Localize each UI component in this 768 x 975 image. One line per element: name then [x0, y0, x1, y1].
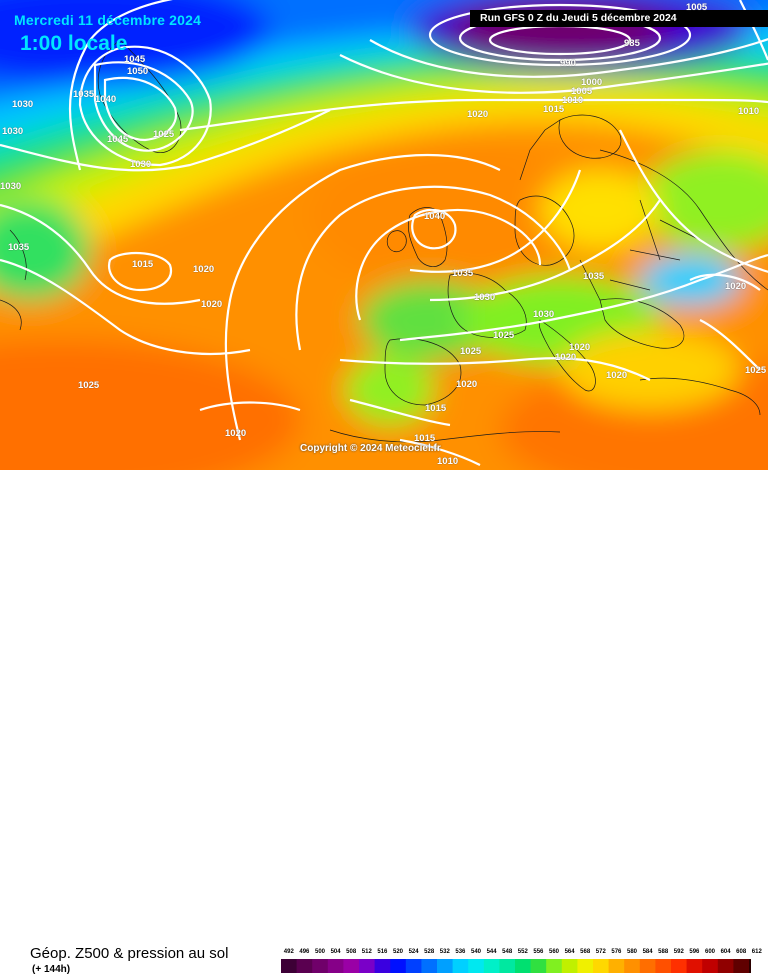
color-scale-swatch	[327, 959, 344, 973]
isobar-label: 1020	[725, 281, 747, 292]
isobar-label: 1030	[0, 181, 22, 192]
isobar-label: 1000	[581, 77, 603, 88]
color-scale-swatch	[733, 959, 750, 973]
variable-label: Géop. Z500 & pression au sol	[30, 945, 229, 962]
color-scale-swatch	[624, 959, 641, 973]
isobar-label: 1045	[107, 134, 129, 145]
color-scale-swatch	[499, 959, 516, 973]
isobar-label: 1020	[201, 299, 223, 310]
isobar-label: 1015	[543, 104, 565, 115]
color-scale-swatch	[374, 959, 391, 973]
isobar-label: 1025	[745, 365, 767, 376]
color-scale-swatch	[281, 959, 297, 973]
forecast-time: 1:00 locale	[20, 32, 128, 55]
color-scale-swatch	[483, 959, 500, 973]
color-scale-swatch	[390, 959, 407, 973]
color-scale-swatch	[686, 959, 703, 973]
isobar-label: 1010	[437, 456, 459, 467]
isobar-label: 1010	[738, 106, 760, 117]
model-run-label: Run GFS 0 Z du Jeudi 5 décembre 2024	[470, 10, 768, 27]
isobar-label: 1025	[493, 330, 515, 341]
color-scale-swatch	[639, 959, 656, 973]
forecast-date: Mercredi 11 décembre 2024	[14, 12, 202, 28]
isobar-label: 1030	[533, 309, 555, 320]
isobar-label: 1020	[467, 109, 489, 120]
color-scale-swatch	[343, 959, 360, 973]
isobar-label: 1020	[606, 370, 628, 381]
color-scale-swatch	[296, 959, 313, 973]
isobar-label: 1035	[73, 89, 95, 100]
isobar-label: 1025	[153, 129, 175, 140]
isobar-label: 1020	[555, 352, 577, 363]
isobar-label: 1015	[414, 433, 436, 444]
isobar-label: 1015	[132, 259, 154, 270]
color-scale-swatch	[577, 959, 594, 973]
isobar-label: 1035	[8, 242, 30, 253]
isobar-label: 1030	[12, 99, 34, 110]
color-scale-swatch	[655, 959, 672, 973]
color-scale-swatch	[717, 959, 734, 973]
isobar-label: 1015	[425, 403, 447, 414]
color-scale-swatch	[561, 959, 578, 973]
color-scale-swatch	[312, 959, 329, 973]
color-scale-swatch	[405, 959, 422, 973]
color-scale-swatch	[421, 959, 438, 973]
isobar-label: 1045	[124, 54, 146, 65]
color-scale-swatch	[452, 959, 469, 973]
isobar-label: 1040	[424, 211, 446, 222]
color-scale-swatch	[359, 959, 375, 973]
isobar-label: 1005	[686, 2, 708, 13]
color-scale-swatch	[702, 959, 719, 973]
isobar-label: 1035	[452, 268, 474, 279]
isobar-label: 1020	[569, 342, 591, 353]
isobar-label: 1025	[460, 346, 482, 357]
isobar-label: 1030	[130, 159, 152, 170]
isobar-label: 1020	[193, 264, 215, 275]
color-scale-swatch	[749, 959, 751, 973]
color-scale-swatch	[671, 959, 687, 973]
isobar-label: 1030	[2, 126, 24, 137]
copyright-notice: Copyright © 2024 Meteociel.fr	[300, 443, 441, 454]
color-scale-tick: 612	[751, 949, 762, 955]
isobar-label: 1005	[571, 86, 593, 97]
isobar-label: 1020	[225, 428, 247, 439]
forecast-map: Mercredi 11 décembre 2024 1:00 locale Ru…	[0, 0, 768, 470]
isobar-label: 1050	[127, 66, 149, 77]
color-scale-swatch	[515, 959, 531, 973]
isobar-label: 1020	[456, 379, 478, 390]
isobar-label: 1035	[583, 271, 605, 282]
isobar-label: 1040	[95, 94, 117, 105]
isobar-label: 985	[624, 38, 640, 49]
color-scale-swatch	[546, 959, 563, 973]
color-scale	[281, 959, 751, 973]
coastlines	[0, 39, 768, 443]
isobar-label: 1025	[78, 380, 100, 391]
color-scale-swatch	[608, 959, 625, 973]
legend-footer: Géop. Z500 & pression au sol (+ 144h) 49…	[0, 470, 768, 975]
color-scale-swatch	[468, 959, 485, 973]
isobar-label: 990	[560, 58, 576, 69]
isobar-label: 1010	[562, 95, 584, 106]
isobar-label: 1030	[474, 292, 496, 303]
z500-field	[0, 0, 768, 470]
color-scale-swatch	[437, 959, 453, 973]
lead-time-label: (+ 144h)	[32, 964, 71, 975]
geopotential-shading	[0, 0, 768, 470]
color-scale-swatch	[530, 959, 547, 973]
color-scale-swatch	[593, 959, 609, 973]
